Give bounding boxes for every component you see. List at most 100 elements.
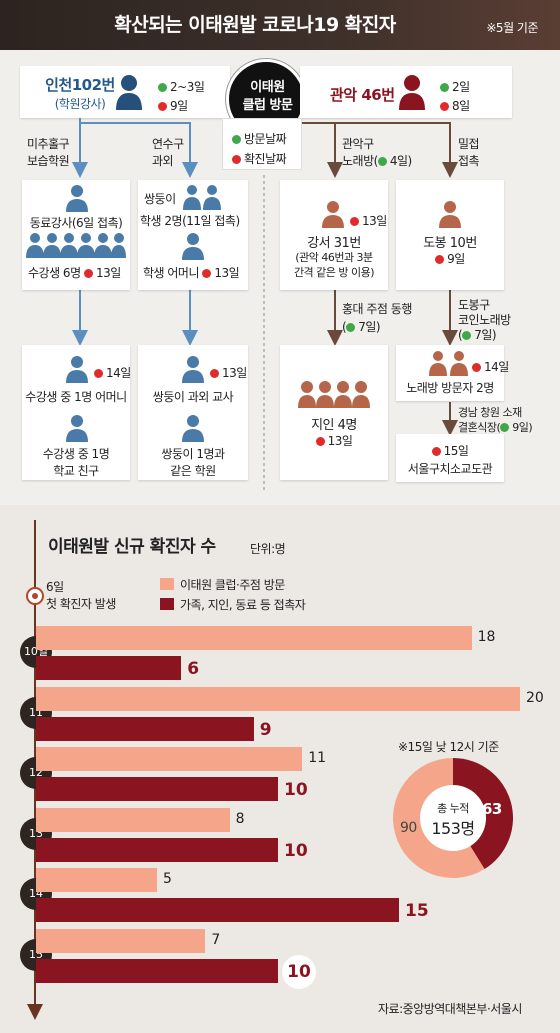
person-icon [399, 75, 425, 110]
header-note: ※5월 기준 [486, 21, 538, 35]
donut-chart [393, 758, 514, 878]
bar-visit-label: 18 [477, 629, 496, 645]
bar-visit-label: 7 [211, 931, 221, 948]
left-b1-line2: 수강생 6명 13일 [28, 266, 121, 280]
chart-title: 이태원발 신규 확진자 수 [48, 537, 216, 557]
left-b3-date: 14일 [94, 364, 131, 381]
bar-visit [36, 747, 303, 771]
legend-visit: 방문날짜 [232, 130, 287, 147]
right-b2-date: 9일 [396, 250, 504, 267]
right-label-5b: 결혼식장(9일) [458, 421, 533, 434]
bar-contact [36, 898, 399, 922]
person-icon [322, 201, 344, 228]
right-b4-date: 14일 [472, 358, 509, 375]
header-bar [0, 0, 560, 50]
gwanak-confirm: 8일 [440, 97, 470, 114]
bar-contact-label: 10 [284, 780, 308, 800]
person-icon [116, 75, 142, 110]
bar-visit-label: 8 [235, 810, 245, 827]
donut-total: 153명 [431, 819, 475, 838]
chart-unit: 단위:명 [250, 542, 286, 556]
right-b5-date: 15일 [396, 442, 504, 459]
bar-contact-label: 10 [282, 954, 316, 989]
incheon-name: 인천102번 [45, 76, 115, 94]
left-b1-line1: 동료강사(6일 접촉) [29, 216, 123, 230]
bar-contact [36, 837, 278, 862]
left-label-1a: 미추홀구 [27, 137, 70, 151]
timeline-arrow-icon [27, 1004, 43, 1020]
legend-swatch-2 [160, 598, 174, 610]
donut-value-a: 90 [400, 820, 417, 836]
bar-visit-label: 5 [163, 871, 172, 887]
right-label-5a: 경남 창원 소재 [458, 406, 522, 419]
right-b1-line1: 강서 31번 [307, 236, 361, 251]
left-b3-line2: 수강생 중 1명 [42, 447, 110, 461]
incheon-sub: (학원강사) [54, 97, 106, 111]
bar-visit-label: 20 [526, 689, 544, 706]
bar-visit-label: 11 [308, 750, 327, 766]
right-b3-date: 13일 [280, 432, 388, 449]
legend-label-2: 가족, 지인, 동료 등 접촉자 [180, 598, 306, 612]
right-b4-line1: 노래방 방문자 2명 [406, 381, 494, 395]
gwanak-name: 관악 46번 [330, 86, 395, 104]
person-icon [182, 356, 204, 383]
right-box-4 [396, 345, 504, 401]
right-box-3 [280, 345, 388, 480]
left-box-1 [22, 180, 130, 290]
donut-note: ※15일 낮 12시 기준 [398, 740, 499, 754]
right-b1-line3: 간격 같은 방 이용) [293, 266, 375, 279]
right-label-2b: 접촉 [458, 154, 480, 168]
right-b1-date: 13일 [350, 212, 387, 229]
left-b2-line3: 학생 어머니 13일 [143, 266, 240, 280]
legend-label-1: 이태원 클럽·주점 방문 [180, 578, 285, 592]
bar-visit [36, 686, 520, 711]
left-label-1b: 보습학원 [27, 154, 70, 168]
bar-contact-label: 15 [405, 901, 429, 921]
donut-value-b: 63 [482, 800, 502, 818]
bar-contact-label: 10 [284, 840, 308, 861]
right-b1-line2: (관악 46번과 3분 [295, 251, 373, 264]
right-b5-line1: 서울구치소교도관 [407, 462, 493, 476]
incheon-confirm: 9일 [158, 97, 188, 114]
right-box-2 [396, 180, 504, 290]
right-label-1a: 관악구 [342, 137, 374, 151]
bar-contact [36, 656, 182, 680]
right-label-1b: 노래방(4일) [342, 154, 412, 168]
person-icon [66, 185, 88, 212]
left-b4-line1: 쌍둥이 과외 교사 [152, 390, 234, 404]
right-label-4b: 코인노래방 [458, 313, 511, 327]
people-icon [183, 185, 221, 210]
left-label-2b: 과외 [152, 154, 174, 168]
center-line1: 이태원 [250, 80, 285, 95]
bar-visit [36, 626, 472, 650]
left-b3-line1: 수강생 중 1명 어머니 [25, 390, 127, 404]
page-title: 확산되는 이태원발 코로나19 확진자 [114, 14, 396, 36]
left-b4-date: 13일 [210, 364, 247, 381]
bar-contact-label: 9 [259, 719, 272, 740]
people-group-icon [298, 381, 370, 408]
bar-visit [36, 868, 157, 892]
right-box-1 [280, 180, 388, 290]
bar-visit [36, 928, 206, 953]
left-b4-line3: 같은 학원 [170, 464, 216, 478]
left-label-2a: 연수구 [152, 137, 184, 151]
people-group-icon [26, 233, 126, 258]
start-marker-icon [26, 587, 44, 605]
bar-contact [36, 777, 278, 801]
person-icon [439, 201, 461, 228]
people-icon [429, 351, 468, 376]
bar-contact-label: 6 [187, 659, 200, 679]
right-label-2a: 밀접 [458, 137, 480, 151]
source-note: 자료:중앙방역대책본부·서울시 [378, 1002, 522, 1016]
right-b2-line1: 도봉 10번 [423, 236, 477, 251]
person-icon [182, 415, 204, 442]
right-label-4c: (7일) [458, 328, 497, 342]
bar-contact [36, 716, 254, 741]
donut-label: 총 누적 [437, 802, 469, 815]
right-b3-line1: 지인 4명 [311, 418, 357, 433]
bar-contact [36, 958, 278, 983]
right-label-3b: (7일) [342, 320, 381, 334]
incheon-visit: 2~3일 [158, 78, 205, 95]
person-icon [66, 356, 88, 383]
first-case-day: 6일 [46, 580, 64, 594]
